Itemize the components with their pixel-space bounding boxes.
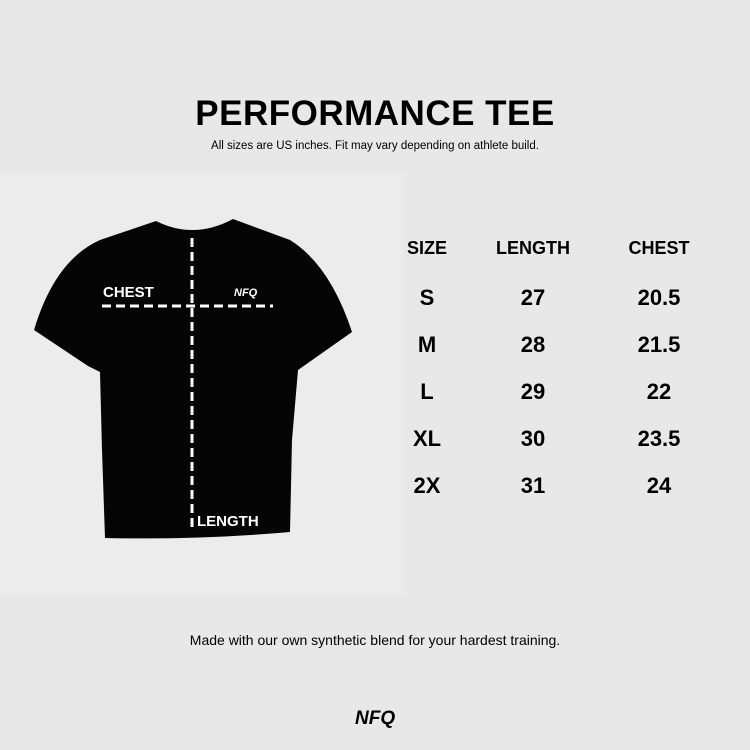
length-cell: 27	[520, 285, 546, 310]
table-row: M 28 21.5	[380, 332, 720, 379]
chest-cell: 24	[646, 473, 672, 498]
table-row: S 27 20.5	[380, 285, 720, 332]
size-cell: S	[419, 285, 435, 310]
size-cell: XL	[412, 426, 442, 451]
chest-cell: 21.5	[637, 332, 681, 357]
column-header: CHEST	[628, 238, 690, 258]
footer-text: Made with our own synthetic blend for yo…	[189, 632, 561, 648]
table-row: 2X 31 24	[380, 473, 720, 520]
size-cell: 2X	[413, 473, 441, 498]
shirt-logo: NFQ	[234, 287, 258, 299]
page-subtitle: All sizes are US inches. Fit may vary de…	[211, 140, 539, 152]
tshirt-image: NFQ	[34, 219, 352, 539]
table-row: L 29 22	[380, 379, 720, 426]
column-header: LENGTH	[496, 238, 570, 258]
brand-logo: NFQ	[355, 708, 395, 729]
size-cell: L	[420, 379, 434, 404]
chest-cell: 20.5	[637, 285, 681, 310]
page-title: PERFORMANCE TEE	[195, 94, 555, 133]
chest-cell: 22	[646, 379, 672, 404]
length-cell: 30	[520, 426, 546, 451]
tshirt-diagram: NFQ CHEST LENGTH	[0, 173, 403, 595]
table-header: SIZE LENGTH CHEST	[380, 238, 720, 285]
chest-cell: 23.5	[637, 426, 681, 451]
chest-label: CHEST	[103, 284, 154, 301]
size-cell: M	[417, 332, 437, 357]
svg-text:NFQ: NFQ	[355, 708, 395, 729]
length-label: LENGTH	[197, 513, 259, 530]
length-cell: 29	[520, 379, 546, 404]
length-cell: 31	[520, 473, 546, 498]
column-header: SIZE	[406, 238, 447, 258]
size-table: SIZE LENGTH CHEST S 27 20.5 M 28 21.5 L …	[380, 238, 720, 520]
length-cell: 28	[520, 332, 546, 357]
table-row: XL 30 23.5	[380, 426, 720, 473]
